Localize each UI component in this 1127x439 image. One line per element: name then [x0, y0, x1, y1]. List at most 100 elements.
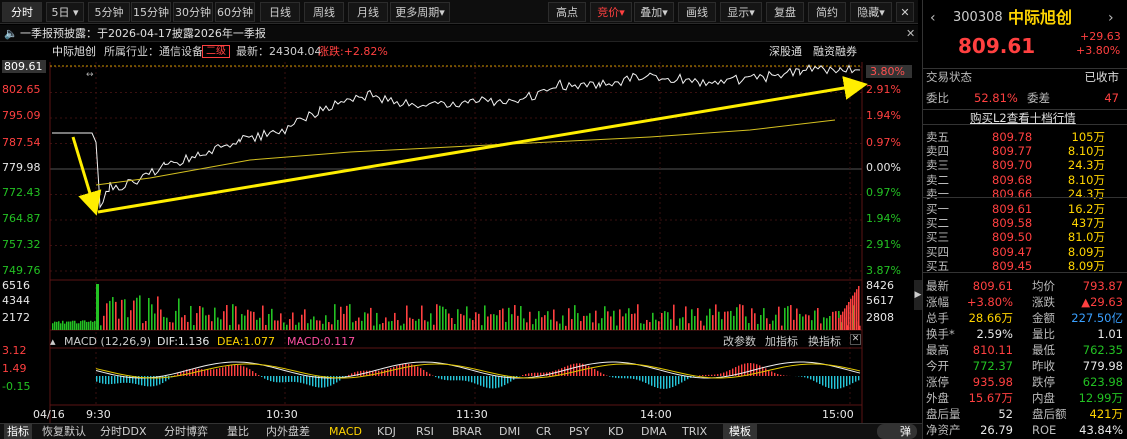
macd-bar	[645, 376, 647, 383]
macd-bar	[243, 366, 245, 376]
volume-bar	[304, 309, 306, 330]
industry-label[interactable]: 所属行业：通信设备	[104, 45, 203, 58]
margin-trading-link[interactable]: 融资融券	[813, 45, 857, 58]
stat-label: 最新	[926, 279, 949, 293]
price-line	[52, 64, 861, 210]
indicator-tab[interactable]: 内外盘差	[266, 425, 310, 438]
volume-bar	[52, 323, 54, 330]
indicator-tab[interactable]: BRAR	[452, 425, 482, 438]
period-tab-more[interactable]: 更多周期▾	[390, 2, 450, 22]
overlay-button[interactable]: 叠加▾	[634, 2, 674, 22]
high-point-button[interactable]: 高点	[548, 2, 586, 22]
back-arrow-icon[interactable]: ‹	[930, 10, 936, 26]
volume-bar	[496, 315, 498, 330]
macd-bar	[384, 369, 386, 376]
hk-connect-link[interactable]: 深股通	[769, 45, 802, 58]
volume-bar	[400, 325, 402, 330]
macd-bar	[756, 364, 758, 376]
trend-arrow	[97, 76, 868, 214]
indicator-tab[interactable]: 量比	[227, 425, 249, 438]
macd-bar	[213, 369, 215, 376]
close-icon[interactable]: ✕	[850, 334, 861, 345]
macd-bar	[465, 376, 467, 381]
period-tab-30min[interactable]: 30分钟	[173, 2, 213, 22]
l2-banner[interactable]: 购买L2查看十档行情	[922, 109, 1127, 125]
period-tab-monthly[interactable]: 月线	[348, 2, 388, 22]
indicator-tab[interactable]: 恢复默认	[42, 425, 86, 438]
indicator-tab[interactable]: 分时博弈	[164, 425, 208, 438]
macd-bar	[501, 376, 503, 387]
level-tag[interactable]: 二级	[202, 45, 230, 58]
macd-bar	[426, 371, 428, 376]
intraday-chart[interactable]: ↔	[0, 0, 918, 425]
change-params-link[interactable]: 改参数	[723, 335, 756, 348]
period-tab-5min[interactable]: 5分钟	[88, 2, 130, 22]
indicator-tab[interactable]: KD	[608, 425, 624, 438]
pct-tick-label: 1.94%	[866, 212, 901, 225]
macd-bar	[855, 376, 857, 382]
period-tab-weekly[interactable]: 周线	[304, 2, 344, 22]
replay-button[interactable]: 复盘	[766, 2, 804, 22]
popup-toggle[interactable]: 弹	[877, 424, 917, 439]
macd-bar	[744, 363, 746, 376]
period-tab-daily[interactable]: 日线	[260, 2, 300, 22]
volume-bar	[622, 316, 624, 330]
range-marker-icon: ↔	[86, 70, 94, 80]
add-indicator-link[interactable]: 加指标	[765, 335, 798, 348]
indicator-tab[interactable]: 分时DDX	[100, 425, 147, 438]
display-button[interactable]: 显示▾	[720, 2, 762, 22]
indicator-tab[interactable]: KDJ	[377, 425, 396, 438]
draw-line-button[interactable]: 画线	[678, 2, 716, 22]
simple-button[interactable]: 简约	[808, 2, 846, 22]
period-tab-60min[interactable]: 60分钟	[215, 2, 255, 22]
auction-button[interactable]: 竞价▾	[590, 2, 632, 22]
macd-bar	[639, 376, 641, 381]
macd-bar	[567, 365, 569, 376]
volume-bar	[790, 305, 792, 330]
macd-bar	[636, 376, 638, 380]
indicator-tab[interactable]: TRIX	[682, 425, 708, 438]
volume-bar	[844, 308, 846, 330]
template-tab[interactable]: 模板	[723, 424, 757, 439]
volume-bar	[670, 319, 672, 330]
period-tab-5day[interactable]: 5日 ▾	[46, 2, 84, 22]
volume-bar	[700, 320, 702, 330]
volume-bar	[484, 305, 486, 330]
price-tick-label: 764.87	[2, 212, 41, 225]
indicator-tab[interactable]: PSY	[569, 425, 590, 438]
close-icon[interactable]: ✕	[906, 27, 916, 40]
volume-bar	[127, 317, 129, 330]
macd-bar	[525, 374, 527, 376]
volume-bar	[325, 315, 327, 330]
volume-bar	[433, 324, 435, 330]
switch-indicator-link[interactable]: 换指标	[808, 335, 841, 348]
ask-price: 809.68	[992, 172, 1033, 187]
macd-bar	[135, 376, 137, 384]
chevron-up-icon[interactable]: ▴	[50, 335, 56, 348]
period-tab-intraday[interactable]: 分时	[2, 2, 42, 22]
volume-bar	[376, 312, 378, 330]
hide-button[interactable]: 隐藏▾	[850, 2, 892, 22]
macd-bar	[858, 376, 860, 381]
volume-bar	[352, 322, 354, 330]
indicator-tab[interactable]: CR	[536, 425, 552, 438]
indicator-tab[interactable]: DMI	[499, 425, 521, 438]
volume-bar	[421, 305, 423, 330]
forward-arrow-icon[interactable]: ›	[1108, 10, 1114, 26]
indicator-tab[interactable]: RSI	[416, 425, 434, 438]
period-tab-15min[interactable]: 15分钟	[131, 2, 171, 22]
indicator-tab[interactable]: 指标	[4, 424, 32, 439]
panel-collapse-handle[interactable]: ▶	[914, 280, 922, 310]
l2-banner-text[interactable]: 购买L2查看十档行情	[970, 111, 1076, 125]
macd-bar	[318, 376, 320, 388]
stat-row: 换手* 2.59% 量比 1.01	[922, 326, 1127, 342]
volume-bar	[493, 314, 495, 330]
notice-text[interactable]: 一季报预披露：于2026-04-17披露2026年一季报	[20, 27, 266, 40]
indicator-tab[interactable]: MACD	[329, 425, 362, 438]
macd-bar	[168, 376, 170, 380]
volume-bar	[139, 295, 141, 330]
volume-bar	[388, 321, 390, 330]
macd-bar	[123, 376, 125, 383]
close-icon[interactable]: ✕	[896, 2, 914, 22]
indicator-tab[interactable]: DMA	[641, 425, 667, 438]
